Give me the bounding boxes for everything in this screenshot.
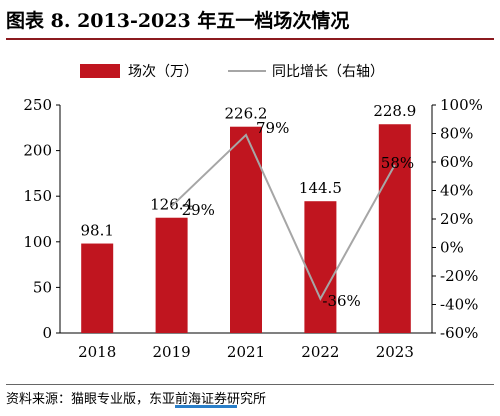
right-axis-tick-label: -60%	[440, 324, 478, 342]
title-bar: 图表 8. 2013-2023 年五一档场次情况	[6, 4, 494, 40]
right-axis-tick-label: 20%	[440, 210, 473, 228]
right-axis-tick-label: -40%	[440, 296, 478, 314]
x-axis-tick-label: 2018	[78, 343, 116, 361]
left-axis-tick-label: 150	[23, 187, 52, 205]
bar-value-label: 226.2	[225, 105, 268, 123]
legend-bar-swatch	[80, 64, 120, 78]
growth-value-label: -36%	[322, 292, 360, 310]
bar	[304, 201, 337, 333]
right-axis-tick-label: 80%	[440, 125, 473, 143]
bar-value-label: 98.1	[80, 222, 113, 240]
right-axis-tick-label: 40%	[440, 182, 473, 200]
right-axis-tick-label: -20%	[440, 267, 478, 285]
source-underline	[175, 405, 237, 408]
x-axis-tick-label: 2021	[227, 343, 265, 361]
bar-value-label: 228.9	[373, 102, 416, 120]
x-axis-tick-label: 2023	[376, 343, 414, 361]
right-axis-tick-label: 60%	[440, 153, 473, 171]
legend-bar-label: 场次（万）	[128, 64, 198, 80]
growth-value-label: 79%	[256, 119, 289, 137]
growth-value-label: 29%	[182, 201, 215, 219]
bar	[230, 126, 262, 333]
left-axis-tick-label: 250	[23, 96, 52, 114]
source-rule	[6, 384, 494, 385]
left-axis-tick-label: 100	[23, 233, 52, 251]
left-axis-tick-label: 50	[33, 278, 52, 296]
title-rule	[6, 38, 494, 40]
left-axis-tick-label: 200	[23, 142, 52, 160]
bar-value-label: 144.5	[299, 179, 342, 197]
right-axis-tick-label: 100%	[440, 96, 483, 114]
x-axis-tick-label: 2019	[153, 343, 191, 361]
chart-title: 图表 8. 2013-2023 年五一档场次情况	[6, 10, 350, 32]
bar	[378, 124, 411, 334]
source-note: 资料来源：猫眼专业版，东亚前海证券研究所	[6, 392, 267, 407]
left-axis-tick-label: 0	[42, 324, 52, 342]
legend-line-label: 同比增长（右轴）	[272, 64, 384, 80]
bar-value-label: 126.4	[150, 196, 193, 214]
growth-line	[170, 133, 396, 302]
growth-value-label: 58%	[381, 154, 414, 172]
x-axis-tick-label: 2022	[301, 343, 339, 361]
bar	[81, 243, 114, 333]
bar	[155, 217, 188, 333]
right-axis-tick-label: 0%	[440, 239, 464, 257]
